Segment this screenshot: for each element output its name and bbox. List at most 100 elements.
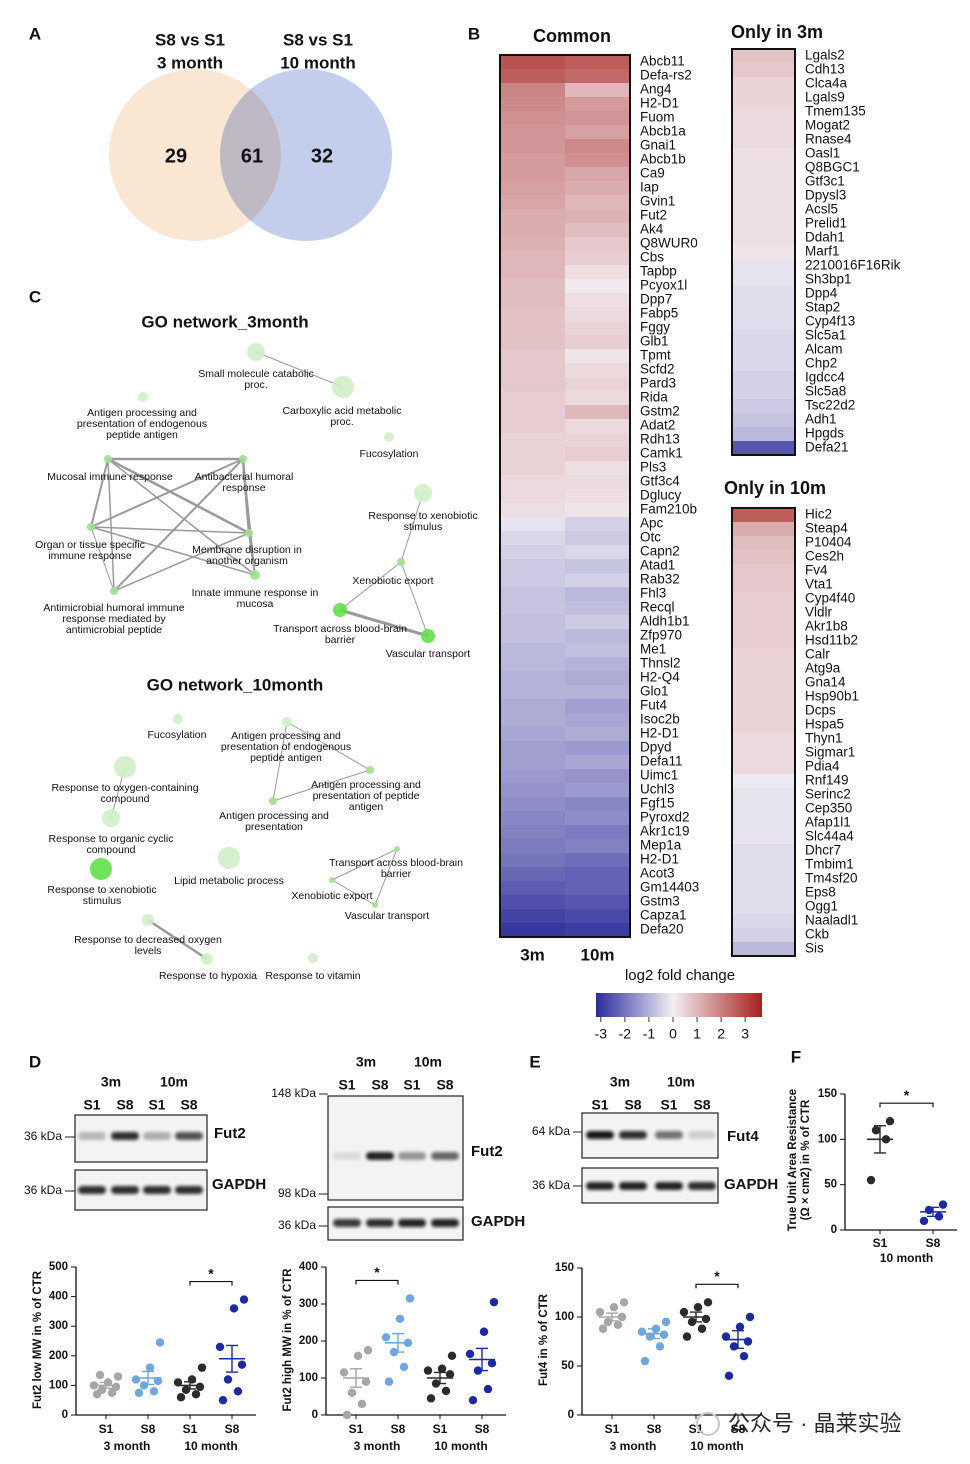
network-edge xyxy=(331,879,376,906)
data-point xyxy=(866,1175,876,1185)
blot-band xyxy=(655,1182,683,1190)
heatmap-cell xyxy=(565,923,631,938)
blot-band xyxy=(619,1182,647,1190)
network-label: presentation of peptide xyxy=(313,790,420,802)
network-label: Response to vitamin xyxy=(265,970,360,982)
network-node xyxy=(104,455,112,463)
heatmap-row-label: Recql xyxy=(640,600,675,615)
heatmap-row-label: Defa21 xyxy=(805,440,849,455)
heatmap-cell xyxy=(500,83,566,98)
network-node xyxy=(114,756,136,778)
heatmap-cell xyxy=(565,853,631,868)
heatmap-row-label: Otc xyxy=(640,530,661,545)
heatmap-cell xyxy=(565,685,631,700)
heatmap-row-label: Ang4 xyxy=(640,82,672,97)
group-label: 3 month xyxy=(610,1439,657,1453)
panel-label: F xyxy=(791,1047,801,1066)
colorbar-tick-label: 0 xyxy=(669,1026,677,1042)
colorbar-title: log2 fold change xyxy=(625,967,735,984)
heatmap-row-label: Cdh13 xyxy=(805,62,845,77)
heatmap-row-label: Iap xyxy=(640,180,659,195)
data-point xyxy=(938,1200,948,1209)
heatmap-row-label: Gm14403 xyxy=(640,880,699,895)
network-label: Response to hypoxia xyxy=(159,970,257,982)
data-point xyxy=(595,1307,605,1317)
heatmap-cell xyxy=(732,371,796,386)
network-node xyxy=(138,392,148,402)
heatmap-cell xyxy=(732,91,796,106)
data-point xyxy=(153,1376,163,1386)
heatmap-cell xyxy=(500,293,566,308)
data-point xyxy=(149,1387,159,1396)
network-node xyxy=(102,809,120,827)
heatmap-cell xyxy=(565,909,631,924)
heatmap-row-label: Uchl3 xyxy=(640,782,675,797)
heatmap-cell xyxy=(732,427,796,442)
heatmap-title: Only in 10m xyxy=(724,478,826,498)
heatmap-row-label: Serinc2 xyxy=(805,787,851,802)
colorbar-tick-label: 3 xyxy=(741,1026,749,1042)
blot-band xyxy=(688,1182,716,1190)
venn-count: 61 xyxy=(241,145,263,167)
heatmap-cell xyxy=(565,881,631,896)
heatmap-cell xyxy=(565,643,631,658)
heatmap-row-label: Hsp90b1 xyxy=(805,689,859,704)
group-label: 10 month xyxy=(434,1439,487,1453)
heatmap-cell xyxy=(500,223,566,238)
heatmap-cell xyxy=(500,559,566,574)
heatmap-cell xyxy=(500,377,566,392)
heatmap-cell xyxy=(500,447,566,462)
blot-lane: S8 xyxy=(116,1097,133,1113)
blot-lane: S1 xyxy=(660,1097,677,1113)
network-edge xyxy=(400,492,424,563)
data-point xyxy=(919,1216,929,1226)
significance-label: * xyxy=(714,1268,720,1284)
heatmap-row-label: Alcam xyxy=(805,342,843,357)
heatmap-cell xyxy=(500,755,566,770)
blot-band xyxy=(111,1132,139,1140)
data-point xyxy=(661,1317,671,1327)
heatmap-cell xyxy=(500,391,566,406)
heatmap-cell xyxy=(565,349,631,364)
y-tick-label: 0 xyxy=(568,1409,574,1421)
data-point xyxy=(155,1338,165,1347)
heatmap-cell xyxy=(500,615,566,630)
blot-marker: 64 kDa xyxy=(532,1124,570,1138)
data-point xyxy=(465,1349,475,1359)
heatmap-cell xyxy=(500,433,566,448)
heatmap-cell xyxy=(500,531,566,546)
heatmap-cell xyxy=(565,125,631,140)
heatmap-row-label: Atad1 xyxy=(640,558,675,573)
heatmap-cell xyxy=(565,391,631,406)
network-label: Carboxylic acid metabolic xyxy=(282,405,401,417)
data-point xyxy=(426,1394,436,1403)
heatmap-row-label: Defa20 xyxy=(640,922,684,937)
blot-lane: S1 xyxy=(591,1097,608,1113)
heatmap-cell xyxy=(732,718,796,733)
data-point xyxy=(655,1342,665,1351)
heatmap-row-label: Me1 xyxy=(640,642,666,657)
heatmap-row-label: Glo1 xyxy=(640,684,669,699)
data-point xyxy=(682,1332,692,1341)
heatmap-row-label: Rnase4 xyxy=(805,132,852,147)
heatmap-row-label: Q8BGC1 xyxy=(805,160,860,175)
heatmap-row-label: H2-D1 xyxy=(640,726,679,741)
network-label: levels xyxy=(135,945,162,957)
heatmap-cell xyxy=(565,307,631,322)
heatmap-cell xyxy=(565,573,631,588)
heatmap-cell xyxy=(732,858,796,873)
panel-label: B xyxy=(468,24,480,43)
network-label: barrier xyxy=(325,634,356,646)
network-node xyxy=(421,629,435,643)
blot-marker: 36 kDa xyxy=(532,1178,570,1192)
heatmap-cell xyxy=(732,914,796,929)
heatmap-cell xyxy=(732,802,796,817)
heatmap-cell xyxy=(500,895,566,910)
x-tick-label: S8 xyxy=(141,1422,156,1436)
blot-band xyxy=(143,1132,171,1140)
data-point xyxy=(107,1388,117,1398)
blot-timepoint: 3m xyxy=(610,1074,630,1090)
heatmap-cell xyxy=(732,704,796,719)
heatmap-cell xyxy=(565,335,631,350)
